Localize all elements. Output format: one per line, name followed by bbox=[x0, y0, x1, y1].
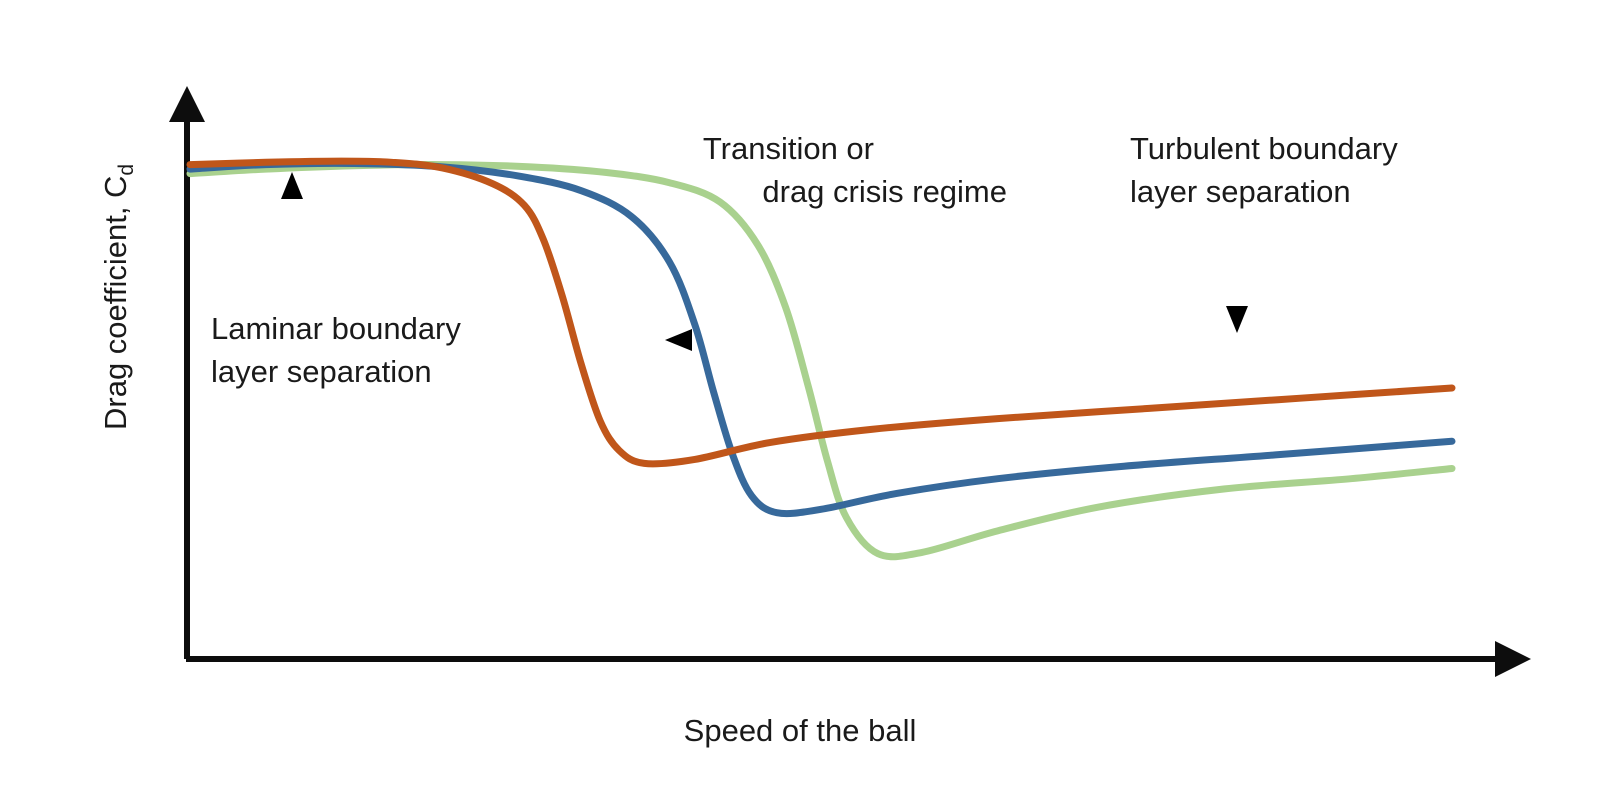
laminar-up-arrow-icon bbox=[281, 172, 303, 199]
transition-label-line1: Transition or bbox=[703, 131, 874, 166]
annotation-turbulent: Turbulent boundary layer separation bbox=[1130, 131, 1398, 333]
curves-group bbox=[186, 157, 1456, 561]
laminar-label-line2: layer separation bbox=[211, 354, 432, 389]
curve-roughest-ball bbox=[186, 157, 1456, 468]
annotation-transition: Transition or drag crisis regime bbox=[665, 131, 1007, 351]
transition-left-arrow-icon bbox=[665, 329, 692, 351]
y-axis-title: Drag coefficient, Cd bbox=[98, 164, 138, 430]
x-axis-arrowhead-icon bbox=[1495, 641, 1531, 677]
laminar-label-line1: Laminar boundary bbox=[211, 311, 461, 346]
transition-label-line2: drag crisis regime bbox=[762, 174, 1007, 209]
annotation-laminar: Laminar boundary layer separation bbox=[211, 172, 461, 389]
turbulent-label-line2: layer separation bbox=[1130, 174, 1351, 209]
y-axis-arrowhead-icon bbox=[169, 86, 205, 122]
x-axis-title: Speed of the ball bbox=[684, 713, 917, 748]
axes-group bbox=[169, 86, 1531, 677]
y-axis-title-group: Drag coefficient, Cd bbox=[98, 164, 138, 430]
turbulent-label-line1: Turbulent boundary bbox=[1130, 131, 1398, 166]
turbulent-down-arrow-icon bbox=[1226, 306, 1248, 333]
